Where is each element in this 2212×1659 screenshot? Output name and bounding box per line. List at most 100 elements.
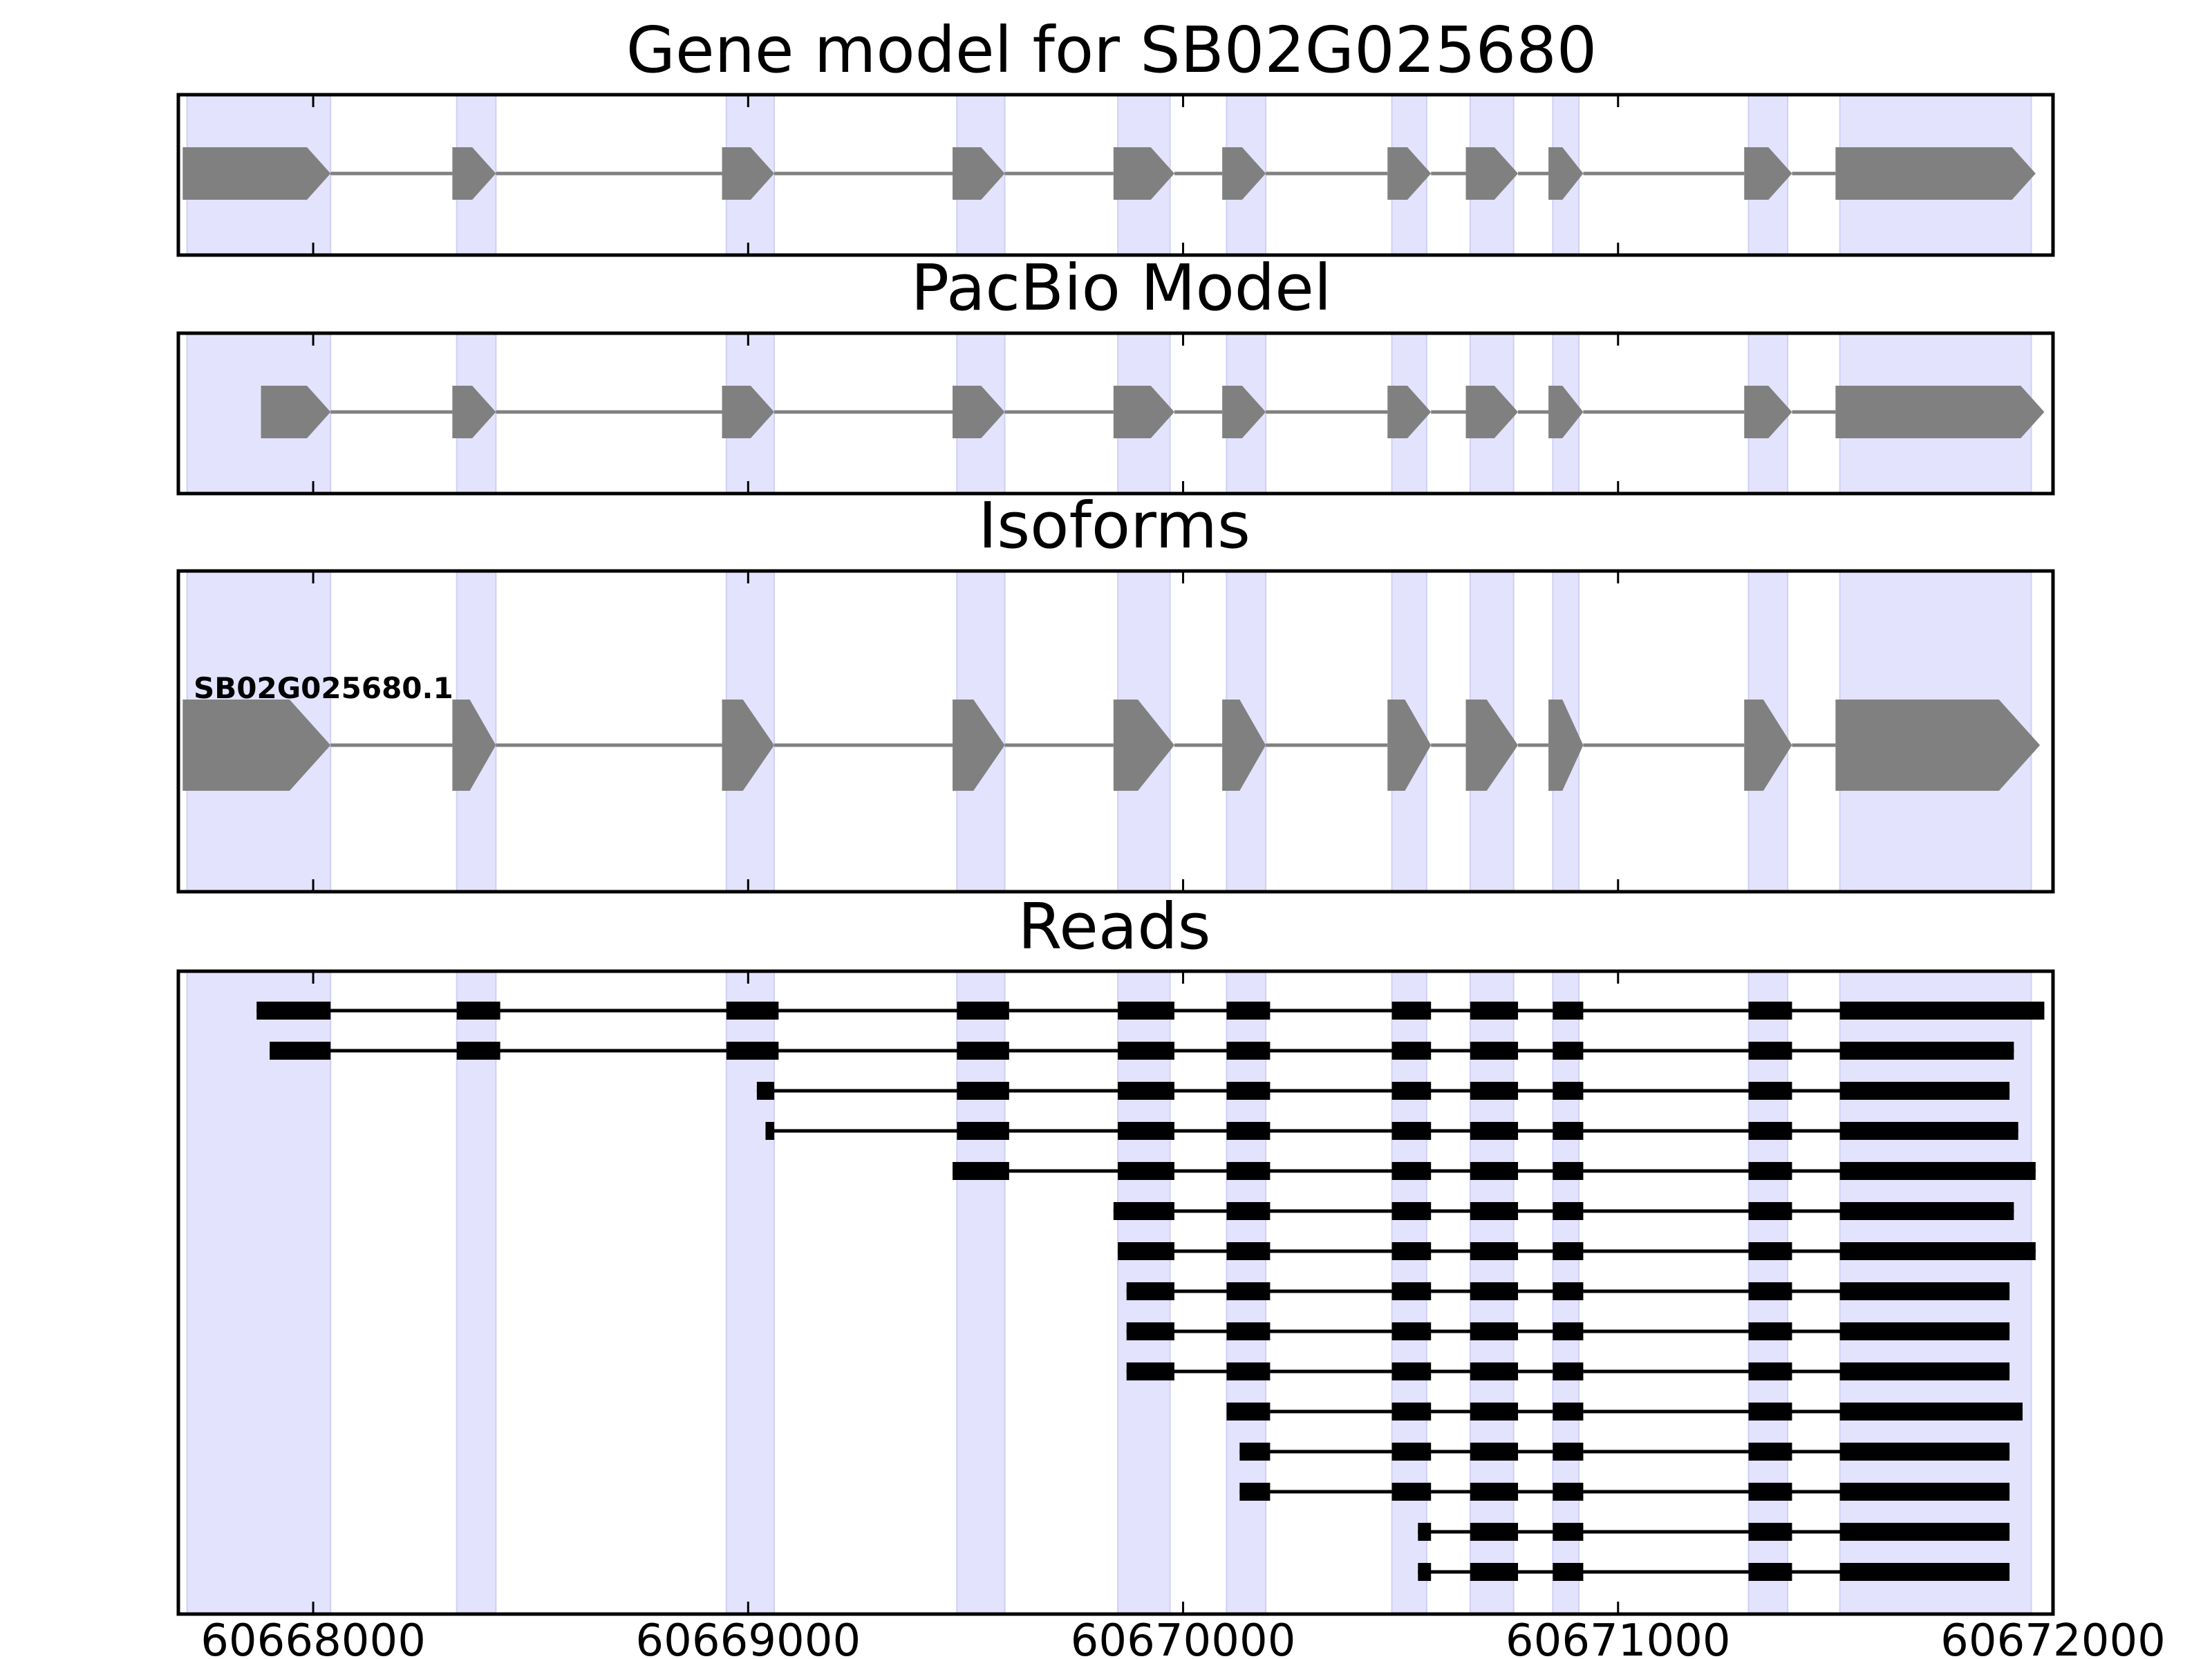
panel-title: Reads [1018,890,1210,964]
read-exon [1839,1042,2014,1060]
read-exon [1118,1162,1174,1180]
panel-frame [176,93,2055,257]
read-exon [1418,1523,1432,1541]
read-exon [1470,1282,1519,1300]
read-exon [1391,1443,1432,1461]
read-exon [1553,1002,1584,1020]
read-exon [1391,1162,1432,1180]
read-row [1226,1403,2023,1421]
exon-block [1548,700,1584,791]
read-exon [1470,1042,1519,1060]
read-exon [1839,1002,2045,1020]
exon-block [1113,700,1174,791]
exon-block [1465,386,1519,438]
exon-block [452,147,496,200]
tick-label: 60670000 [1071,1615,1296,1659]
read-row [756,1082,2010,1100]
isoform-label: SB02G025680.1 [194,671,453,705]
read-exon [1748,1202,1792,1220]
read-exon [1748,1322,1792,1340]
read-exon [1839,1322,2010,1340]
read-exon [1553,1483,1584,1501]
read-exon [1839,1202,2014,1220]
read-exon [456,1002,500,1020]
read-exon [1126,1362,1174,1380]
exon-block [1113,147,1174,200]
exon-block [722,700,775,791]
read-exon [1226,1322,1271,1340]
read-exon [1553,1242,1584,1260]
exon-band [456,971,497,1615]
exon-block [1548,386,1584,438]
read-exon [1391,1362,1432,1380]
exon-band [186,971,332,1615]
panel-frame [176,331,2055,496]
exon-block [1222,147,1266,200]
read-row [1126,1322,2010,1340]
read-exon [1126,1322,1174,1340]
exon-block [1744,147,1792,200]
read-row [1118,1242,2036,1260]
read-exon [1748,1563,1792,1581]
read-exon [1391,1322,1432,1340]
read-exon [1239,1483,1271,1501]
read-exon [1470,1563,1519,1581]
read-exon [1553,1563,1584,1581]
read-exon [1839,1082,2010,1100]
exon-band [956,971,1006,1615]
panel-pacbio-model: PacBio Model [176,251,2055,496]
read-exon [1470,1122,1519,1140]
read-exon [1391,1202,1432,1220]
read-row [1239,1443,2010,1461]
read-exon [1470,1443,1519,1461]
read-exon [1748,1282,1792,1300]
read-exon [1553,1403,1584,1421]
exon-block [452,386,496,438]
read-exon [1748,1483,1792,1501]
read-exon [1226,1002,1271,1020]
read-exon [1553,1322,1584,1340]
read-exon [957,1042,1009,1060]
read-exon [1553,1042,1584,1060]
panel-reads: Reads [176,890,2055,1616]
read-exon [1226,1403,1271,1421]
read-exon [1553,1122,1584,1140]
read-exon [1118,1042,1174,1060]
read-exon [1553,1082,1584,1100]
read-row [1418,1563,2010,1581]
read-row [765,1122,2018,1140]
read-row [953,1162,2036,1180]
read-exon [1470,1362,1519,1380]
exon-band [725,971,776,1615]
read-exon [1839,1483,2010,1501]
exon-block [953,147,1005,200]
read-exon [1839,1443,2010,1461]
exon-block [722,386,775,438]
exon-block [722,147,775,200]
read-exon [256,1002,331,1020]
read-exon [1748,1403,1792,1421]
read-exon [1470,1002,1519,1020]
read-exon [270,1042,331,1060]
read-exon [1839,1403,2023,1421]
read-exon [726,1042,779,1060]
tick-label: 60671000 [1506,1615,1731,1659]
read-exon [1839,1282,2010,1300]
read-exon [1118,1082,1174,1100]
read-exon [1226,1082,1271,1100]
track-content [256,1002,2045,1581]
exon-block [1744,386,1792,438]
exon-block [182,147,331,200]
read-row [1113,1202,2014,1220]
read-exon [1226,1042,1271,1060]
panel-title: PacBio Model [911,251,1332,325]
read-exon [1553,1202,1584,1220]
exon-block [1835,700,2041,791]
exon-block [1835,147,2036,200]
read-exon [1553,1443,1584,1461]
panel-title: Gene model for SB02G025680 [626,13,1597,87]
read-exon [456,1042,500,1060]
exon-block [182,700,331,791]
read-exon [1470,1202,1519,1220]
